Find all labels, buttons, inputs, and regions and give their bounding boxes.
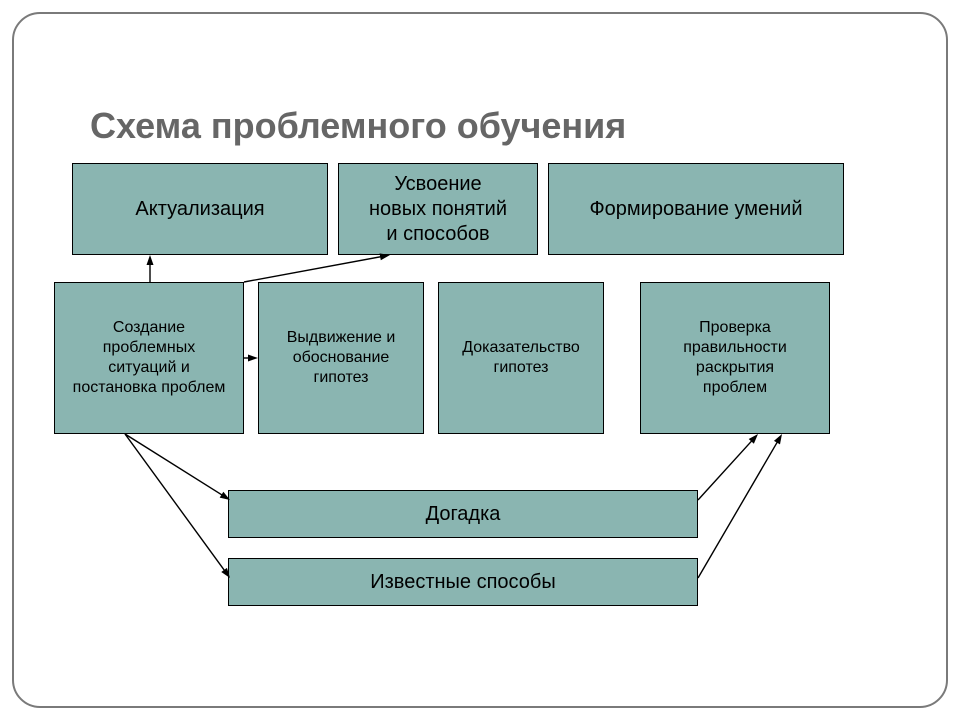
diagram-box-top3: Формирование умений	[548, 163, 844, 255]
diagram-box-label: Проверка правильности раскрытия проблем	[683, 318, 787, 398]
diagram-box-mid1: Создание проблемных ситуаций и постановк…	[54, 282, 244, 434]
diagram-box-label: Формирование умений	[589, 197, 802, 222]
diagram-box-label: Актуализация	[135, 197, 264, 222]
diagram-box-mid4: Проверка правильности раскрытия проблем	[640, 282, 830, 434]
diagram-box-label: Выдвижение и обоснование гипотез	[287, 328, 396, 388]
diagram-box-label: Доказательство гипотез	[462, 338, 580, 378]
diagram-box-label: Усвоение новых понятий и способов	[369, 172, 507, 247]
diagram-box-bot2: Известные способы	[228, 558, 698, 606]
diagram-box-top1: Актуализация	[72, 163, 328, 255]
diagram-box-bot1: Догадка	[228, 490, 698, 538]
diagram-box-label: Известные способы	[370, 570, 555, 595]
diagram-box-label: Догадка	[426, 502, 501, 527]
diagram-box-mid3: Доказательство гипотез	[438, 282, 604, 434]
diagram-box-top2: Усвоение новых понятий и способов	[338, 163, 538, 255]
diagram-box-mid2: Выдвижение и обоснование гипотез	[258, 282, 424, 434]
page-title: Схема проблемного обучения	[90, 105, 626, 147]
diagram-box-label: Создание проблемных ситуаций и постановк…	[73, 318, 226, 398]
